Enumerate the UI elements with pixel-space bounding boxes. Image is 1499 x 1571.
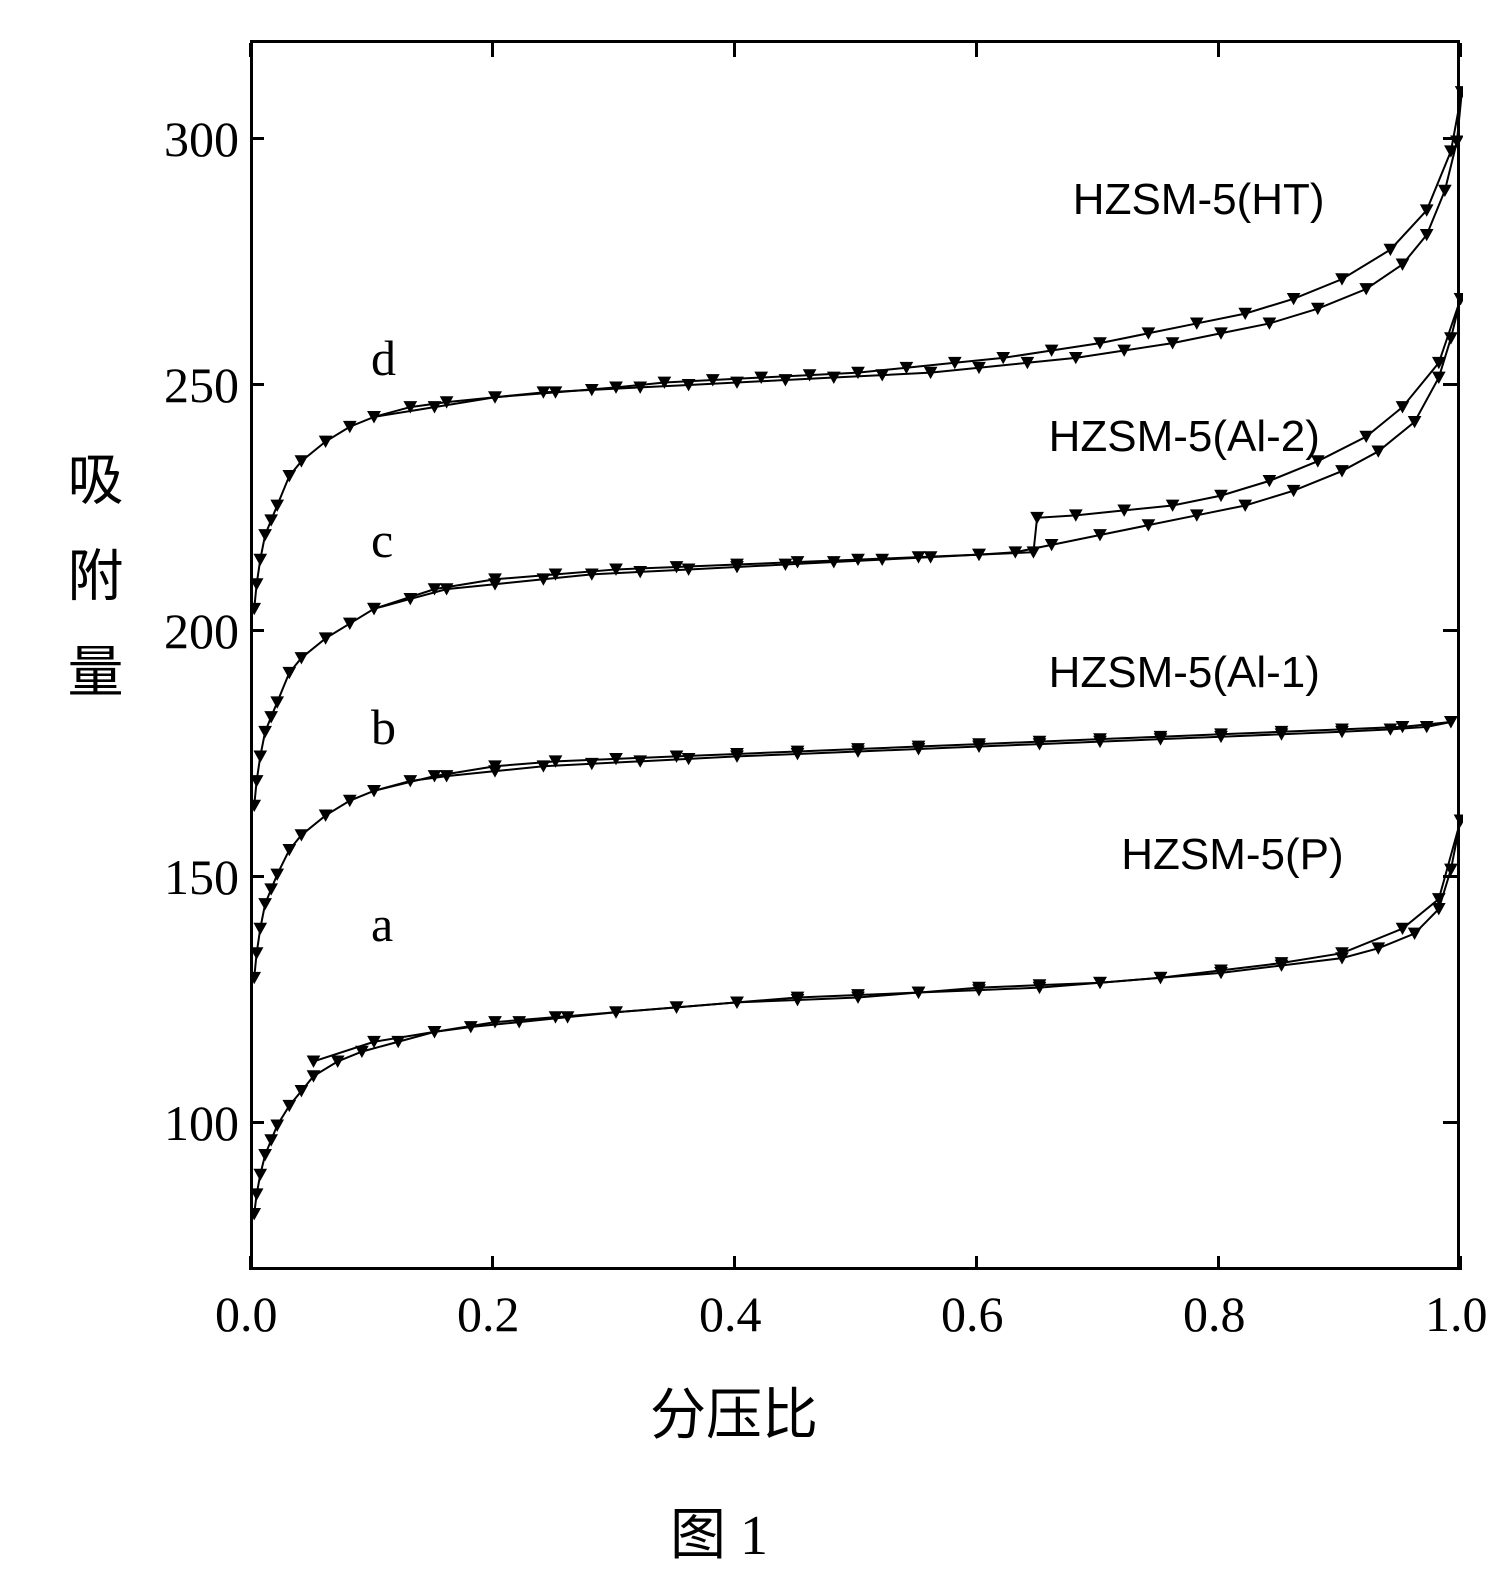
series-label: HZSM-5(HT): [1073, 175, 1325, 225]
x-tick: [733, 43, 736, 57]
x-tick: [975, 43, 978, 57]
y-tick-label: 150: [139, 848, 239, 906]
x-tick-label: 0.4: [699, 1285, 762, 1343]
x-tick-label: 0.6: [941, 1285, 1004, 1343]
x-tick: [249, 1256, 252, 1270]
y-tick: [1443, 1121, 1457, 1124]
curve-letter: b: [371, 698, 396, 756]
y-axis-label: 吸附量: [50, 450, 131, 738]
y-tick-label: 250: [139, 356, 239, 414]
y-tick: [250, 875, 264, 878]
y-tick: [1443, 383, 1457, 386]
x-tick: [1217, 1256, 1220, 1270]
x-tick-label: 0.8: [1183, 1285, 1246, 1343]
curve-letter: a: [371, 895, 393, 953]
x-axis-label: 分压比: [650, 1370, 818, 1451]
curve-letter: d: [371, 329, 396, 387]
x-tick: [1459, 1256, 1462, 1270]
y-tick: [250, 629, 264, 632]
x-tick: [975, 1256, 978, 1270]
chart-container: 吸附量 100 150 200 250 300 0.0 0.2 0.4 0.6 0.8 1.0 a…: [0, 0, 1499, 1569]
y-tick-label: 300: [139, 110, 239, 168]
figure-caption: 图 1: [670, 1490, 768, 1571]
y-tick: [1443, 629, 1457, 632]
x-tick-label: 0.2: [457, 1285, 520, 1343]
x-tick: [733, 1256, 736, 1270]
y-tick: [1443, 875, 1457, 878]
series-label: HZSM-5(Al-1): [1049, 648, 1320, 698]
series-label: HZSM-5(P): [1121, 830, 1343, 880]
y-tick: [250, 137, 264, 140]
y-tick-label: 200: [139, 602, 239, 660]
x-tick: [1217, 43, 1220, 57]
curve-letter: c: [371, 511, 393, 569]
x-tick: [249, 43, 252, 57]
x-tick: [1459, 43, 1462, 57]
x-tick-label: 1.0: [1425, 1285, 1488, 1343]
x-tick-label: 0.0: [215, 1285, 278, 1343]
x-tick: [491, 1256, 494, 1270]
y-tick: [250, 383, 264, 386]
y-tick-label: 100: [139, 1094, 239, 1152]
y-tick: [250, 1121, 264, 1124]
series-label: HZSM-5(Al-2): [1049, 412, 1320, 462]
x-tick: [491, 43, 494, 57]
y-tick: [1443, 137, 1457, 140]
